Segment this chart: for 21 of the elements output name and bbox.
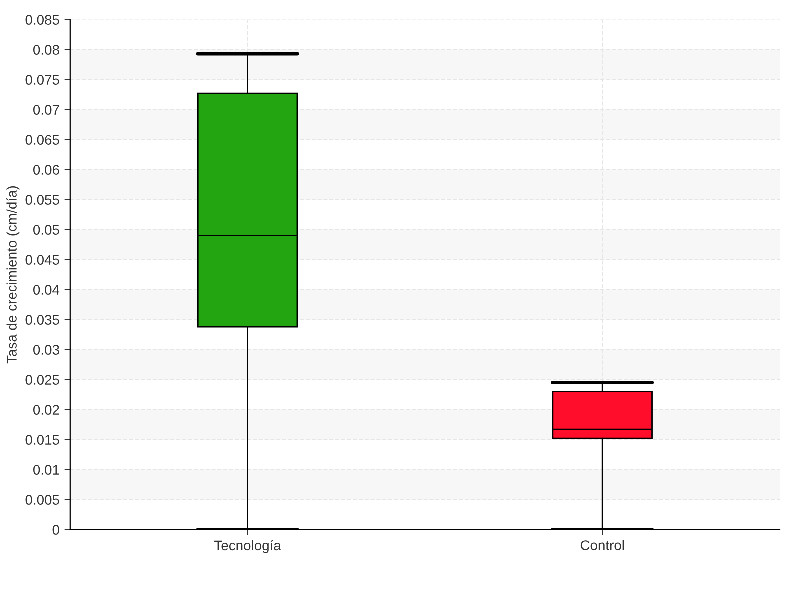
x-tick-label: Tecnología — [214, 540, 282, 554]
x-tick-label: Control — [580, 540, 624, 550]
y-tick-label: 0.075 — [26, 75, 60, 85]
y-tick-label: 0.04 — [33, 285, 60, 295]
y-axis-title: Tasa de crecimiento (cm/día) — [6, 186, 20, 364]
y-tick-label: 0.025 — [26, 375, 60, 385]
y-tick-label: 0.07 — [33, 105, 60, 115]
y-tick-label: 0.01 — [33, 465, 60, 475]
y-tick-label: 0.045 — [26, 255, 60, 265]
y-tick-label: 0.03 — [33, 345, 60, 355]
y-tick-label: 0 — [52, 525, 60, 535]
y-tick-label: 0.085 — [26, 15, 60, 25]
y-tick-label: 0.055 — [26, 195, 60, 205]
y-tick-label: 0.015 — [26, 435, 60, 445]
y-tick-label: 0.02 — [33, 405, 60, 415]
y-tick-label: 0.005 — [26, 495, 60, 505]
y-tick-label: 0.035 — [26, 315, 60, 325]
y-tick-label: 0.065 — [26, 135, 60, 145]
y-tick-label: 0.08 — [33, 45, 60, 55]
y-tick-label: 0.06 — [33, 165, 60, 175]
y-tick-label: 0.05 — [33, 225, 60, 235]
